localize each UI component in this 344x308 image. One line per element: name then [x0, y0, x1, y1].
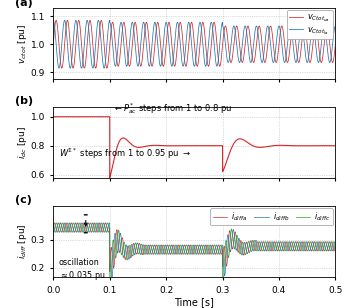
Line: $i_{diffc}$: $i_{diffc}$ — [53, 223, 335, 291]
Line: $v_{Ctot_{la}}$: $v_{Ctot_{la}}$ — [53, 20, 335, 68]
Text: $W^{\Sigma*}$ steps from 1 to 0.95 pu $\rightarrow$: $W^{\Sigma*}$ steps from 1 to 0.95 pu $\… — [59, 146, 191, 161]
$i_{diffc}$ — [333, 249, 337, 252]
Text: oscillation
$\approx 0.035$ pu: oscillation $\approx 0.035$ pu — [59, 258, 106, 282]
$v_{Ctot_{ua}}$ — [230, 54, 235, 58]
$v_{Ctot_{ua}}$ — [276, 55, 280, 59]
Text: (b): (b) — [15, 96, 33, 107]
$v_{Ctot_{la}}$ — [68, 66, 72, 70]
$i_{diffc}$ — [65, 221, 69, 225]
$i_{diffb}$ — [65, 229, 69, 233]
X-axis label: Time [s]: Time [s] — [174, 297, 214, 307]
Y-axis label: $i_{dc}$ [pu]: $i_{dc}$ [pu] — [16, 126, 29, 159]
$v_{Ctot_{ua}}$ — [51, 43, 55, 46]
$i_{diffc}$ — [260, 249, 265, 253]
$v_{Ctot_{ua}}$ — [260, 47, 265, 51]
$v_{Ctot_{la}}$ — [218, 36, 222, 39]
$v_{Ctot_{la}}$ — [65, 44, 69, 47]
Line: $i_{diffa}$: $i_{diffa}$ — [53, 223, 335, 272]
$i_{diffa}$ — [260, 242, 265, 246]
Text: (a): (a) — [15, 0, 33, 8]
$i_{diffb}$ — [110, 278, 114, 282]
$i_{diffb}$ — [218, 250, 222, 253]
$v_{Ctot_{ua}}$ — [60, 66, 64, 70]
Legend: $v_{Ctot_{ua}}$, $v_{Ctot_{la}}$: $v_{Ctot_{ua}}$, $v_{Ctot_{la}}$ — [287, 10, 333, 39]
Text: $\leftarrow P_{ac}^{*}$ steps from 1 to 0.8 pu: $\leftarrow P_{ac}^{*}$ steps from 1 to … — [112, 101, 232, 116]
$i_{diffc}$ — [230, 234, 235, 237]
$v_{Ctot_{la}}$ — [51, 18, 55, 22]
Legend: $i_{diffa}$, $i_{diffb}$, $i_{diffc}$: $i_{diffa}$, $i_{diffb}$, $i_{diffc}$ — [211, 208, 333, 225]
$i_{diffc}$ — [51, 230, 55, 233]
$i_{diffa}$ — [51, 226, 55, 229]
$i_{diffc}$ — [276, 242, 280, 246]
$i_{diffb}$ — [56, 221, 61, 225]
$i_{diffb}$ — [333, 241, 337, 244]
$v_{Ctot_{la}}$ — [276, 30, 280, 33]
Line: $v_{Ctot_{ua}}$: $v_{Ctot_{ua}}$ — [53, 20, 335, 68]
$i_{diffa}$ — [108, 270, 112, 274]
$i_{diffa}$ — [65, 226, 69, 230]
$i_{diffb}$ — [230, 231, 235, 234]
$i_{diffa}$ — [153, 245, 158, 248]
$i_{diffa}$ — [276, 249, 280, 253]
$i_{diffc}$ — [153, 252, 158, 256]
$i_{diffc}$ — [108, 290, 112, 293]
$i_{diffc}$ — [105, 221, 109, 225]
$v_{Ctot_{la}}$ — [153, 22, 158, 26]
$i_{diffb}$ — [153, 246, 158, 250]
Y-axis label: $v_{ctot}$ [pu]: $v_{ctot}$ [pu] — [16, 23, 29, 64]
$v_{Ctot_{ua}}$ — [218, 63, 222, 67]
$i_{diffa}$ — [53, 221, 57, 225]
$v_{Ctot_{la}}$ — [230, 28, 235, 32]
$i_{diffa}$ — [333, 245, 337, 248]
$v_{Ctot_{la}}$ — [333, 24, 337, 28]
$i_{diffa}$ — [218, 250, 222, 254]
Text: (c): (c) — [15, 195, 32, 205]
$v_{Ctot_{ua}}$ — [65, 18, 69, 22]
$i_{diffb}$ — [260, 242, 265, 246]
$v_{Ctot_{ua}}$ — [333, 43, 337, 46]
$v_{Ctot_{la}}$ — [63, 18, 67, 22]
$v_{Ctot_{la}}$ — [260, 60, 265, 64]
Y-axis label: $i_{diff}$ [pu]: $i_{diff}$ [pu] — [16, 224, 29, 259]
$i_{diffb}$ — [51, 222, 55, 225]
$v_{Ctot_{ua}}$ — [54, 18, 58, 22]
$i_{diffb}$ — [276, 242, 280, 246]
$v_{Ctot_{ua}}$ — [153, 34, 158, 38]
Line: $i_{diffb}$: $i_{diffb}$ — [53, 223, 335, 280]
$i_{diffa}$ — [230, 247, 235, 251]
$i_{diffc}$ — [218, 243, 222, 247]
